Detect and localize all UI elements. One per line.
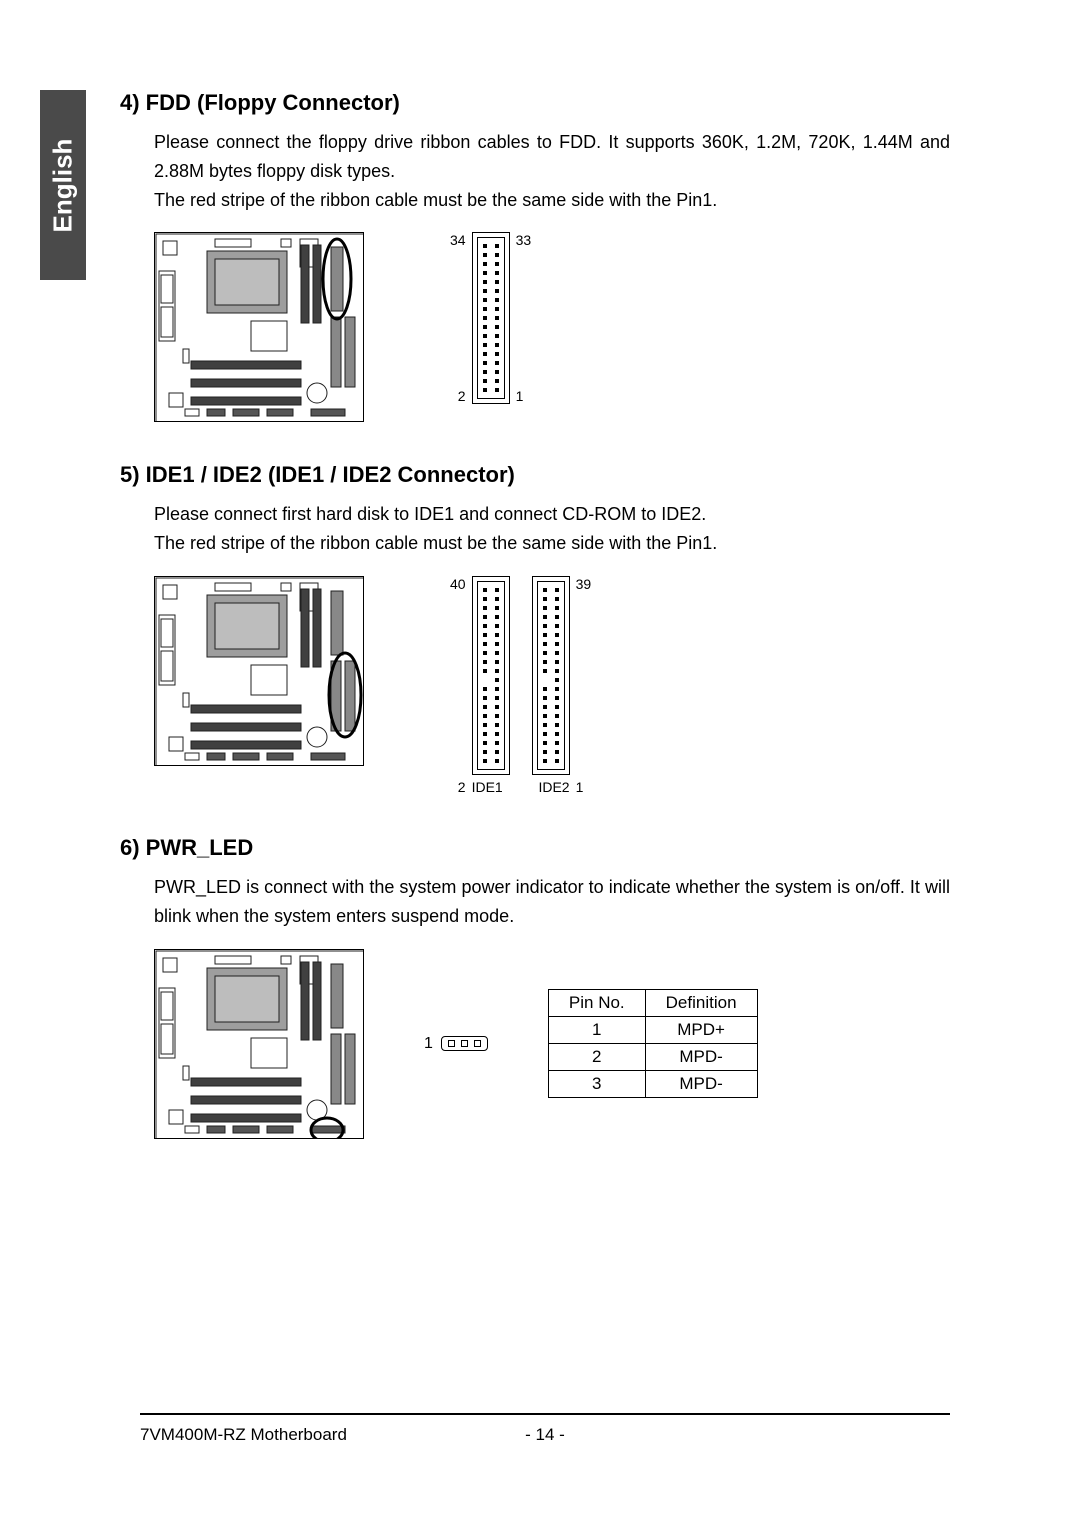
ide-pin-tl: 40 [450, 576, 466, 592]
section-6-diagram: 1 Pin No. Definition 1MPD+2MPD-3MPD- [154, 949, 950, 1139]
section-5-p2: The red stripe of the ribbon cable must … [154, 533, 717, 553]
section-6-title: 6) PWR_LED [120, 835, 950, 861]
section-4-p2: The red stripe of the ribbon cable must … [154, 190, 717, 210]
section-4-body: Please connect the floppy drive ribbon c… [154, 128, 950, 214]
section-4-diagram: 34 2 33 1 [154, 232, 950, 422]
section-4-p1: Please connect the floppy drive ribbon c… [154, 132, 950, 181]
table-header-def: Definition [645, 990, 757, 1017]
section-5-p1: Please connect first hard disk to IDE1 a… [154, 504, 706, 524]
language-tab-text: English [48, 138, 79, 232]
fdd-pin-bl: 2 [450, 388, 466, 404]
pwrled-connector [441, 1036, 488, 1051]
ide2-label: IDE2 [538, 779, 569, 795]
fdd-connector [472, 232, 510, 404]
section-5-body: Please connect first hard disk to IDE1 a… [154, 500, 950, 558]
motherboard-figure-fdd [154, 232, 364, 422]
section-6-body: PWR_LED is connect with the system power… [154, 873, 950, 931]
fdd-pin-figure: 34 2 33 1 [444, 232, 537, 404]
table-cell: MPD- [645, 1071, 757, 1098]
ide-pin-figure: 40 2 IDE1 IDE2 39 1 [444, 576, 597, 795]
pwrled-pin-1 [448, 1040, 455, 1047]
ide-pin-tr: 39 [576, 576, 592, 592]
fdd-pin-br: 1 [516, 388, 532, 404]
language-tab: English [40, 90, 86, 280]
ide-pin-left-labels: 40 2 [444, 576, 472, 795]
table-cell: 1 [548, 1017, 645, 1044]
pwrled-pin-table: Pin No. Definition 1MPD+2MPD-3MPD- [548, 989, 758, 1098]
fdd-pin-tr: 33 [516, 232, 532, 248]
table-cell: MPD+ [645, 1017, 757, 1044]
pwrled-pin-block: 1 [424, 1035, 488, 1053]
section-5: 5) IDE1 / IDE2 (IDE1 / IDE2 Connector) P… [120, 462, 950, 795]
motherboard-figure-ide [154, 576, 364, 766]
section-4: 4) FDD (Floppy Connector) Please connect… [120, 90, 950, 422]
section-5-title: 5) IDE1 / IDE2 (IDE1 / IDE2 Connector) [120, 462, 950, 488]
pwrled-pin-3 [474, 1040, 481, 1047]
page-footer: 7VM400M-RZ Motherboard - 14 - [140, 1413, 950, 1445]
fdd-pin-left-labels: 34 2 [444, 232, 472, 404]
ide-pin-right-labels: 39 1 [570, 576, 598, 795]
section-4-title: 4) FDD (Floppy Connector) [120, 90, 950, 116]
section-6: 6) PWR_LED PWR_LED is connect with the s… [120, 835, 950, 1139]
table-header-pin: Pin No. [548, 990, 645, 1017]
ide1-label: IDE1 [472, 779, 503, 795]
footer-left: 7VM400M-RZ Motherboard [140, 1425, 347, 1445]
pwrled-pin-2 [461, 1040, 468, 1047]
table-cell: 3 [548, 1071, 645, 1098]
table-cell: MPD- [645, 1044, 757, 1071]
table-cell: 2 [548, 1044, 645, 1071]
ide-pin-bl: 2 [450, 779, 466, 795]
ide-labels: IDE1 IDE2 [472, 779, 570, 795]
ide2-connector [532, 576, 570, 775]
ide-pin-br: 1 [576, 779, 592, 795]
footer-page: - 14 - [525, 1425, 565, 1445]
fdd-pin-tl: 34 [450, 232, 466, 248]
motherboard-figure-pwrled [154, 949, 364, 1139]
section-5-diagram: 40 2 IDE1 IDE2 39 1 [154, 576, 950, 795]
ide1-connector [472, 576, 510, 775]
fdd-pin-right-labels: 33 1 [510, 232, 538, 404]
section-6-p1: PWR_LED is connect with the system power… [154, 877, 950, 926]
pwrled-pin-label: 1 [424, 1035, 433, 1053]
page-content: 4) FDD (Floppy Connector) Please connect… [120, 90, 950, 1179]
